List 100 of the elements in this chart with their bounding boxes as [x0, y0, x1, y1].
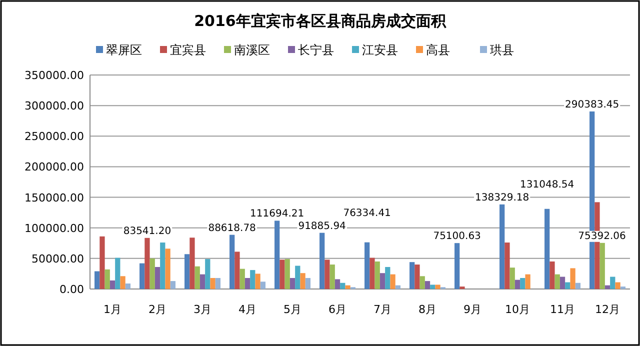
bar: [205, 259, 210, 289]
bar: [510, 268, 515, 289]
bar: [280, 260, 285, 289]
bar: [295, 266, 300, 289]
bar: [190, 238, 195, 289]
x-tick-label: 6月: [328, 303, 346, 316]
bar: [550, 261, 555, 289]
bar: [115, 258, 120, 289]
bar: [424, 281, 430, 289]
bar: [194, 266, 200, 289]
bar: [615, 282, 620, 289]
y-tick-label: 50000.00: [32, 252, 84, 266]
y-tick-label: 0.00: [60, 283, 84, 296]
bar: [215, 278, 220, 289]
bar: [554, 274, 560, 289]
x-tick-label: 7月: [374, 303, 392, 316]
bar: [125, 283, 130, 289]
legend-label: 翠屏区: [106, 43, 142, 57]
bar: [560, 276, 566, 289]
y-tick-label: 200000.00: [24, 160, 84, 174]
bar: [234, 252, 240, 289]
x-tick-label: 9月: [464, 303, 482, 316]
bar: [160, 242, 166, 289]
data-label: 75100.63: [433, 231, 481, 242]
bar: [244, 278, 250, 289]
bar: [210, 278, 216, 289]
data-label: 75392.06: [578, 230, 626, 242]
bar: [520, 278, 526, 289]
bar: [320, 232, 325, 289]
chart-title: 2016年宜宾市各区县商品房成交面积: [194, 12, 447, 30]
bar: [170, 281, 176, 289]
bar: [575, 282, 580, 289]
x-tick-label: 10月: [505, 303, 530, 316]
data-label: 88618.78: [208, 222, 256, 234]
legend-label: 珙县: [490, 43, 514, 57]
bar: [364, 242, 370, 289]
bar: [385, 266, 390, 289]
bar: [525, 274, 530, 289]
y-tick-label: 300000.00: [24, 100, 84, 113]
y-tick-label: 350000.00: [24, 69, 84, 82]
y-tick-label: 250000.00: [24, 130, 84, 144]
bar: [395, 285, 400, 289]
bar: [100, 236, 105, 289]
bar: [370, 258, 375, 289]
legend-label: 宜宾县: [170, 43, 206, 57]
legend-label: 高县: [426, 43, 450, 57]
bar: [305, 278, 310, 289]
x-tick-label: 11月: [550, 303, 575, 316]
bar: [604, 285, 610, 289]
bar: [120, 276, 126, 289]
data-label: 131048.54: [520, 179, 574, 190]
bar: [240, 268, 245, 289]
data-label: 76334.41: [343, 208, 391, 219]
bar: [260, 282, 266, 289]
y-tick-label: 100000.00: [24, 222, 84, 235]
bar: [544, 208, 550, 289]
bar: [410, 262, 415, 289]
x-tick-label: 2月: [148, 303, 166, 316]
bar: [340, 282, 346, 289]
bar: [610, 276, 616, 289]
bar: [430, 284, 436, 289]
bar: [324, 260, 330, 289]
data-label: 111694.21: [250, 208, 304, 220]
bar: [144, 238, 150, 289]
bar: [345, 285, 350, 289]
bar: [334, 279, 340, 289]
bar: [140, 263, 145, 289]
bar: [374, 261, 380, 289]
bar: [255, 274, 260, 289]
x-tick-label: 1月: [104, 303, 122, 316]
x-tick-label: 12月: [595, 303, 620, 316]
bar: [500, 204, 505, 289]
legend-label: 江安县: [362, 43, 398, 57]
bar: [600, 242, 605, 289]
bar: [200, 274, 206, 289]
bar: [570, 268, 576, 289]
data-label: 91885.94: [298, 220, 346, 232]
data-label: 138329.18: [475, 192, 530, 204]
bar: [250, 270, 256, 289]
bar: [414, 264, 420, 289]
x-tick-label: 8月: [418, 303, 436, 316]
bar: [380, 273, 386, 289]
bar: [330, 264, 335, 289]
bar: [104, 269, 110, 289]
bar: [290, 278, 296, 289]
bar: [274, 220, 280, 289]
legend-label: 长宁县: [298, 43, 334, 57]
bar: [284, 259, 290, 289]
y-tick-label: 150000.00: [24, 191, 84, 204]
legend-label: 南溪区: [234, 43, 270, 57]
bar: [504, 242, 510, 289]
bar: [150, 258, 155, 289]
bar: [514, 280, 520, 289]
bar: [184, 254, 190, 289]
bar: [230, 234, 235, 289]
bar: [565, 282, 570, 289]
bar: [420, 276, 425, 289]
bar: [454, 243, 460, 289]
data-label: 83541.20: [123, 226, 172, 237]
x-tick-label: 5月: [284, 303, 302, 316]
